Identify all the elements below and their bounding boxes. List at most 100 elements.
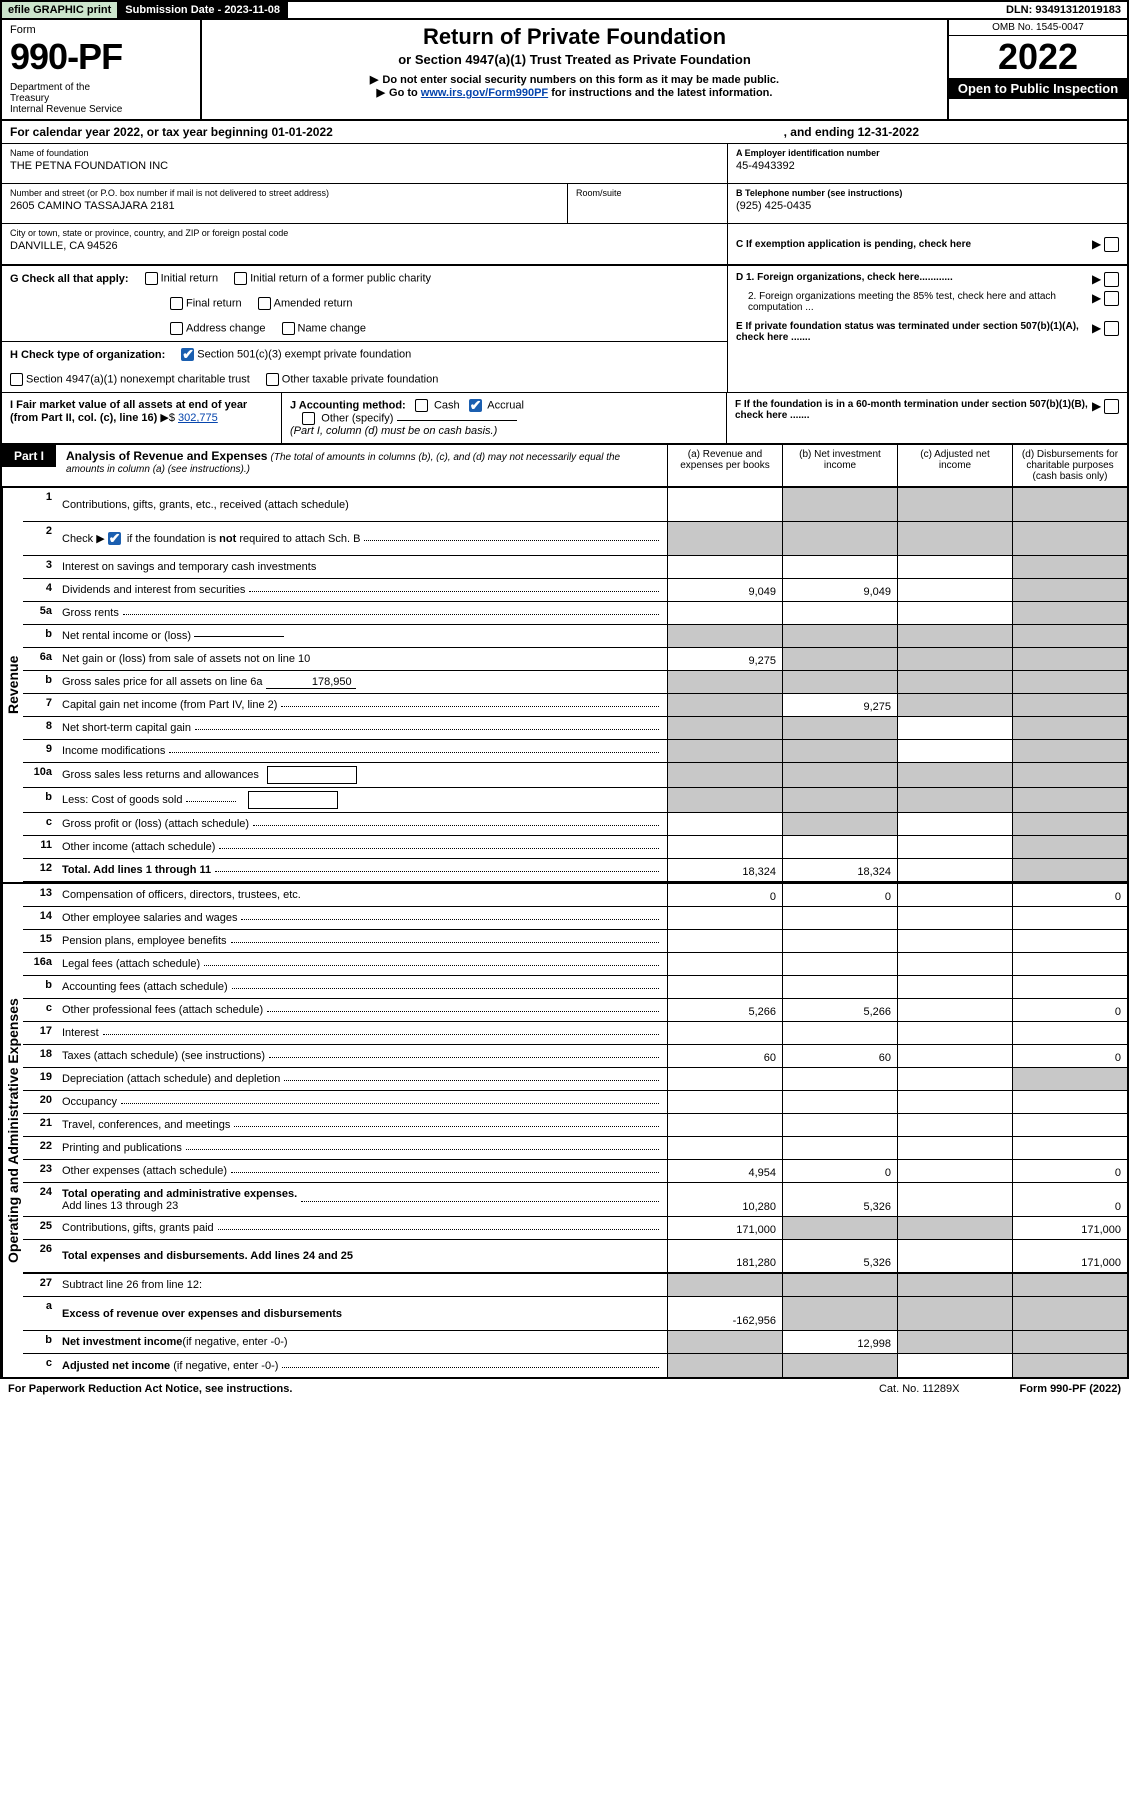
addr-label: Number and street (or P.O. box number if…: [10, 188, 559, 198]
room-suite-label: Room/suite: [567, 184, 727, 223]
h-check-row: H Check type of organization: Section 50…: [2, 342, 727, 392]
row-2-label: Check ▶ if the foundation is not require…: [58, 522, 667, 555]
irs-link[interactable]: www.irs.gov/Form990PF: [421, 87, 548, 99]
row-19-label: Depreciation (attach schedule) and deple…: [58, 1068, 667, 1090]
h-label: H Check type of organization:: [10, 349, 165, 361]
row-22-label: Printing and publications: [58, 1137, 667, 1159]
form-title: Return of Private Foundation: [222, 24, 927, 50]
row-1-label: Contributions, gifts, grants, etc., rece…: [58, 488, 667, 521]
omb-number: OMB No. 1545-0047: [949, 20, 1127, 36]
form-container: efile GRAPHIC print Submission Date - 20…: [0, 0, 1129, 1379]
col-a-header: (a) Revenue and expenses per books: [667, 445, 782, 486]
exemption-pending-label: C If exemption application is pending, c…: [736, 239, 1092, 250]
form-subtitle: or Section 4947(a)(1) Trust Treated as P…: [222, 52, 927, 67]
page-footer: For Paperwork Reduction Act Notice, see …: [0, 1379, 1129, 1399]
phone-value: (925) 425-0435: [736, 200, 1119, 212]
revenue-side-label: Revenue: [2, 488, 23, 882]
row-18-label: Taxes (attach schedule) (see instruction…: [58, 1045, 667, 1067]
row-27-label: Subtract line 26 from line 12:: [58, 1274, 667, 1296]
initial-return-checkbox[interactable]: [145, 272, 158, 285]
row-27a-label: Excess of revenue over expenses and disb…: [58, 1297, 667, 1330]
final-return-checkbox[interactable]: [170, 297, 183, 310]
other-taxable-checkbox[interactable]: [266, 373, 279, 386]
city-state-zip: DANVILLE, CA 94526: [10, 240, 719, 252]
sch-b-checkbox[interactable]: [108, 532, 121, 545]
expenses-side-label: Operating and Administrative Expenses: [2, 884, 23, 1377]
part1-title: Analysis of Revenue and Expenses: [66, 449, 267, 463]
row-27b-label: Net investment income (if negative, ente…: [58, 1331, 667, 1353]
form-label: Form: [10, 24, 192, 36]
cat-number: Cat. No. 11289X: [879, 1383, 960, 1395]
row-12-label: Total. Add lines 1 through 11: [58, 859, 667, 881]
dln: DLN: 93491312019183: [1000, 2, 1127, 18]
ein-label: A Employer identification number: [736, 148, 1119, 158]
calendar-year-row: For calendar year 2022, or tax year begi…: [2, 121, 1127, 144]
other-method-checkbox[interactable]: [302, 412, 315, 425]
instr-goto: ▶Go to www.irs.gov/Form990PF for instruc…: [222, 86, 927, 99]
g-label: G Check all that apply:: [10, 273, 129, 285]
row-13-label: Compensation of officers, directors, tru…: [58, 884, 667, 906]
instr-no-ssn: ▶Do not enter social security numbers on…: [222, 73, 927, 86]
exemption-checkbox[interactable]: [1104, 237, 1119, 252]
efile-badge: efile GRAPHIC print: [2, 2, 119, 18]
row-7-label: Capital gain net income (from Part IV, l…: [58, 694, 667, 716]
row-8-label: Net short-term capital gain: [58, 717, 667, 739]
f-checkbox[interactable]: [1104, 399, 1119, 414]
g-check-row: G Check all that apply: Initial return I…: [2, 266, 727, 342]
row-21-label: Travel, conferences, and meetings: [58, 1114, 667, 1136]
row-10a-label: Gross sales less returns and allowances: [58, 763, 667, 787]
d1-label: D 1. Foreign organizations, check here..…: [736, 272, 1092, 287]
identity-grid: Name of foundation THE PETNA FOUNDATION …: [2, 144, 1127, 266]
row-16c-label: Other professional fees (attach schedule…: [58, 999, 667, 1021]
revenue-section: Revenue 1Contributions, gifts, grants, e…: [2, 487, 1127, 882]
foundation-name: THE PETNA FOUNDATION INC: [10, 160, 719, 172]
accrual-checkbox[interactable]: [469, 399, 482, 412]
row-9-label: Income modifications: [58, 740, 667, 762]
d2-label: 2. Foreign organizations meeting the 85%…: [736, 291, 1092, 313]
row-20-label: Occupancy: [58, 1091, 667, 1113]
city-label: City or town, state or province, country…: [10, 228, 719, 238]
row-25-label: Contributions, gifts, grants paid: [58, 1217, 667, 1239]
j-label: J Accounting method:: [290, 399, 406, 411]
cal-year-end: , and ending 12-31-2022: [784, 125, 919, 139]
col-b-header: (b) Net investment income: [782, 445, 897, 486]
f-label: F If the foundation is in a 60-month ter…: [735, 399, 1092, 421]
street-address: 2605 CAMINO TASSAJARA 2181: [10, 200, 559, 212]
name-label: Name of foundation: [10, 148, 719, 158]
part1-tag: Part I: [2, 445, 56, 467]
d2-checkbox[interactable]: [1104, 291, 1119, 306]
col-d-header: (d) Disbursements for charitable purpose…: [1012, 445, 1127, 486]
part1-header: Part I Analysis of Revenue and Expenses …: [2, 445, 1127, 487]
row-4-label: Dividends and interest from securities: [58, 579, 667, 601]
row-5a-label: Gross rents: [58, 602, 667, 624]
e-label: E If private foundation status was termi…: [736, 321, 1092, 343]
expenses-section: Operating and Administrative Expenses 13…: [2, 882, 1127, 1377]
j-note: (Part I, column (d) must be on cash basi…: [290, 425, 497, 437]
tax-year: 2022: [949, 36, 1127, 78]
ein-value: 45-4943392: [736, 160, 1119, 172]
row-16b-label: Accounting fees (attach schedule): [58, 976, 667, 998]
row-11-label: Other income (attach schedule): [58, 836, 667, 858]
topbar: efile GRAPHIC print Submission Date - 20…: [2, 2, 1127, 20]
row-10c-label: Gross profit or (loss) (attach schedule): [58, 813, 667, 835]
address-change-checkbox[interactable]: [170, 322, 183, 335]
fmv-value: 302,775: [178, 412, 218, 424]
paperwork-notice: For Paperwork Reduction Act Notice, see …: [8, 1383, 292, 1395]
phone-label: B Telephone number (see instructions): [736, 188, 1119, 198]
cash-checkbox[interactable]: [415, 399, 428, 412]
d1-checkbox[interactable]: [1104, 272, 1119, 287]
name-change-checkbox[interactable]: [282, 322, 295, 335]
open-inspection: Open to Public Inspection: [949, 78, 1127, 99]
row-24-label: Total operating and administrative expen…: [58, 1183, 667, 1216]
form-ref: Form 990-PF (2022): [1020, 1383, 1122, 1395]
e-checkbox[interactable]: [1104, 321, 1119, 336]
4947-checkbox[interactable]: [10, 373, 23, 386]
501c3-checkbox[interactable]: [181, 348, 194, 361]
row-16a-label: Legal fees (attach schedule): [58, 953, 667, 975]
initial-former-checkbox[interactable]: [234, 272, 247, 285]
amended-return-checkbox[interactable]: [258, 297, 271, 310]
dept-treasury: Department of theTreasuryInternal Revenu…: [10, 82, 192, 115]
submission-date: Submission Date - 2023-11-08: [119, 2, 288, 18]
row-14-label: Other employee salaries and wages: [58, 907, 667, 929]
row-23-label: Other expenses (attach schedule): [58, 1160, 667, 1182]
